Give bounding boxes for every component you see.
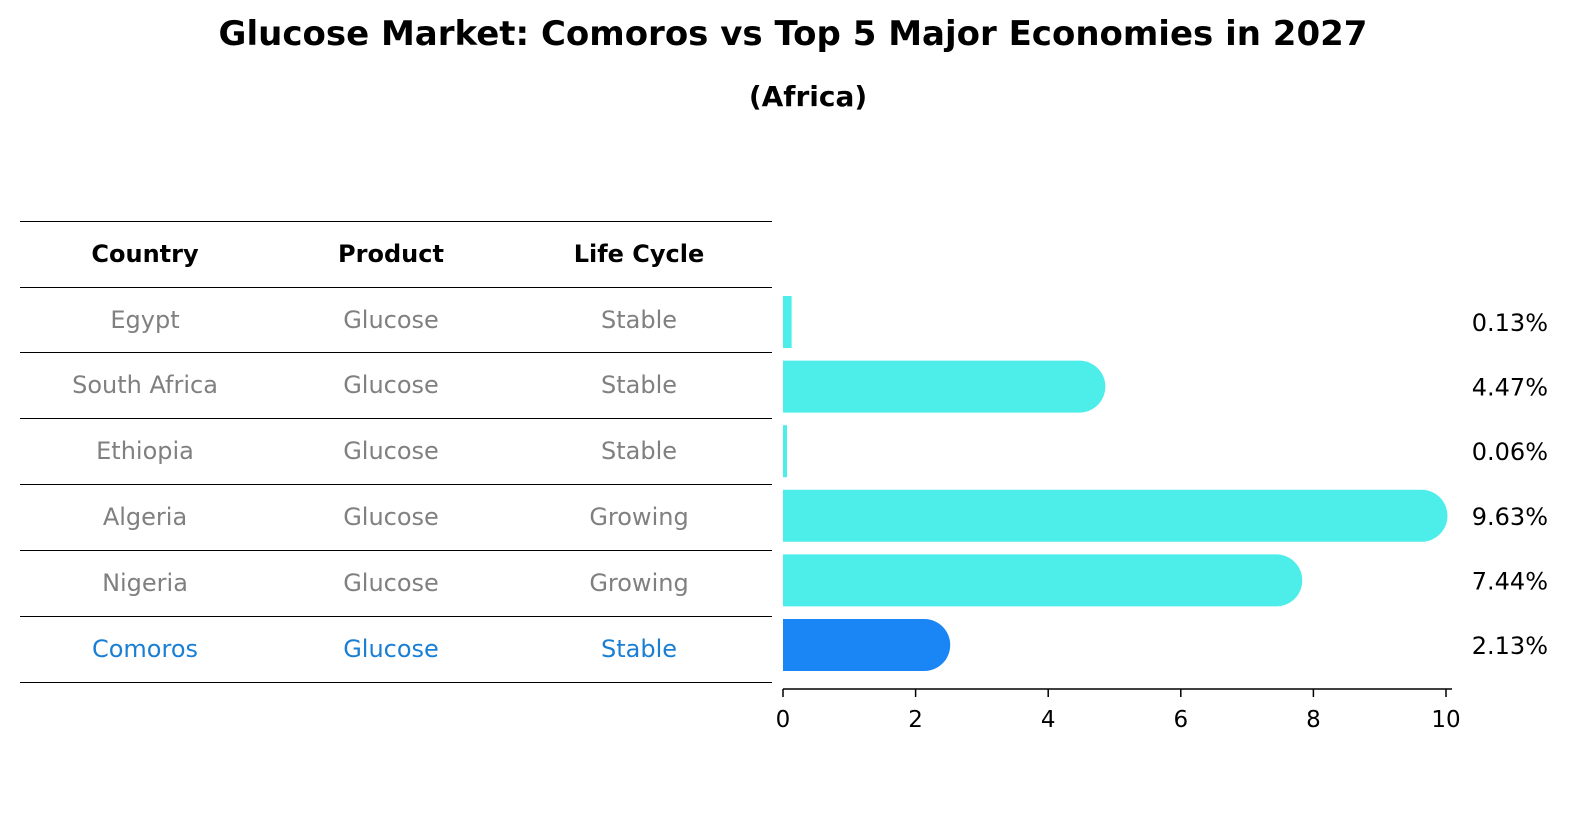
- x-tick-label: 10: [1431, 707, 1460, 733]
- cell-life-cycle-highlight: Stable: [600, 635, 678, 663]
- table-rule: [20, 221, 772, 222]
- header-product: Product: [338, 240, 444, 268]
- cell-product-highlight: Glucose: [343, 635, 439, 663]
- table-rule: [20, 550, 772, 551]
- value-label: 0.06%: [1472, 438, 1548, 466]
- cell-life-cycle: Growing: [589, 503, 689, 531]
- table-rule: [20, 418, 772, 419]
- x-tick-label: 0: [776, 707, 791, 733]
- cell-country: South Africa: [72, 371, 218, 399]
- x-tick-label: 8: [1306, 707, 1321, 733]
- bar: [783, 554, 1303, 607]
- value-label: 9.63%: [1472, 503, 1548, 531]
- table-rule: [20, 682, 772, 683]
- table-rule: [20, 484, 772, 485]
- bar-highlight: [783, 619, 951, 671]
- cell-life-cycle: Stable: [600, 437, 678, 465]
- value-label: 2.13%: [1472, 632, 1548, 660]
- value-label: 0.13%: [1472, 309, 1548, 337]
- cell-life-cycle: Stable: [600, 371, 678, 399]
- bar: [783, 360, 1106, 413]
- value-label: 4.47%: [1472, 374, 1548, 402]
- bar: [783, 296, 792, 348]
- cell-product: Glucose: [343, 437, 439, 465]
- cell-product: Glucose: [343, 371, 439, 399]
- x-tick-label: 6: [1173, 707, 1188, 733]
- cell-country: Ethiopia: [96, 437, 194, 465]
- chart-subtitle: (Africa): [748, 80, 868, 113]
- cell-product: Glucose: [343, 569, 439, 597]
- cell-country-highlight: Comoros: [91, 635, 199, 663]
- table-rule: [20, 616, 772, 617]
- cell-country: Egypt: [110, 306, 180, 334]
- header-country: Country: [91, 240, 199, 268]
- table-rule: [20, 352, 772, 353]
- cell-product: Glucose: [343, 503, 439, 531]
- cell-life-cycle: Growing: [589, 569, 689, 597]
- cell-life-cycle: Stable: [600, 306, 678, 334]
- cell-country: Nigeria: [102, 569, 188, 597]
- header-life-cycle: Life Cycle: [573, 240, 705, 268]
- x-tick-label: 2: [908, 707, 923, 733]
- chart-title: Glucose Market: Comoros vs Top 5 Major E…: [218, 14, 1368, 54]
- cell-product: Glucose: [343, 306, 439, 334]
- cell-country: Algeria: [102, 503, 188, 531]
- table-rule: [20, 287, 772, 288]
- bar: [783, 425, 787, 478]
- value-label: 7.44%: [1472, 567, 1548, 595]
- x-tick-label: 4: [1041, 707, 1056, 733]
- bar: [783, 489, 1448, 542]
